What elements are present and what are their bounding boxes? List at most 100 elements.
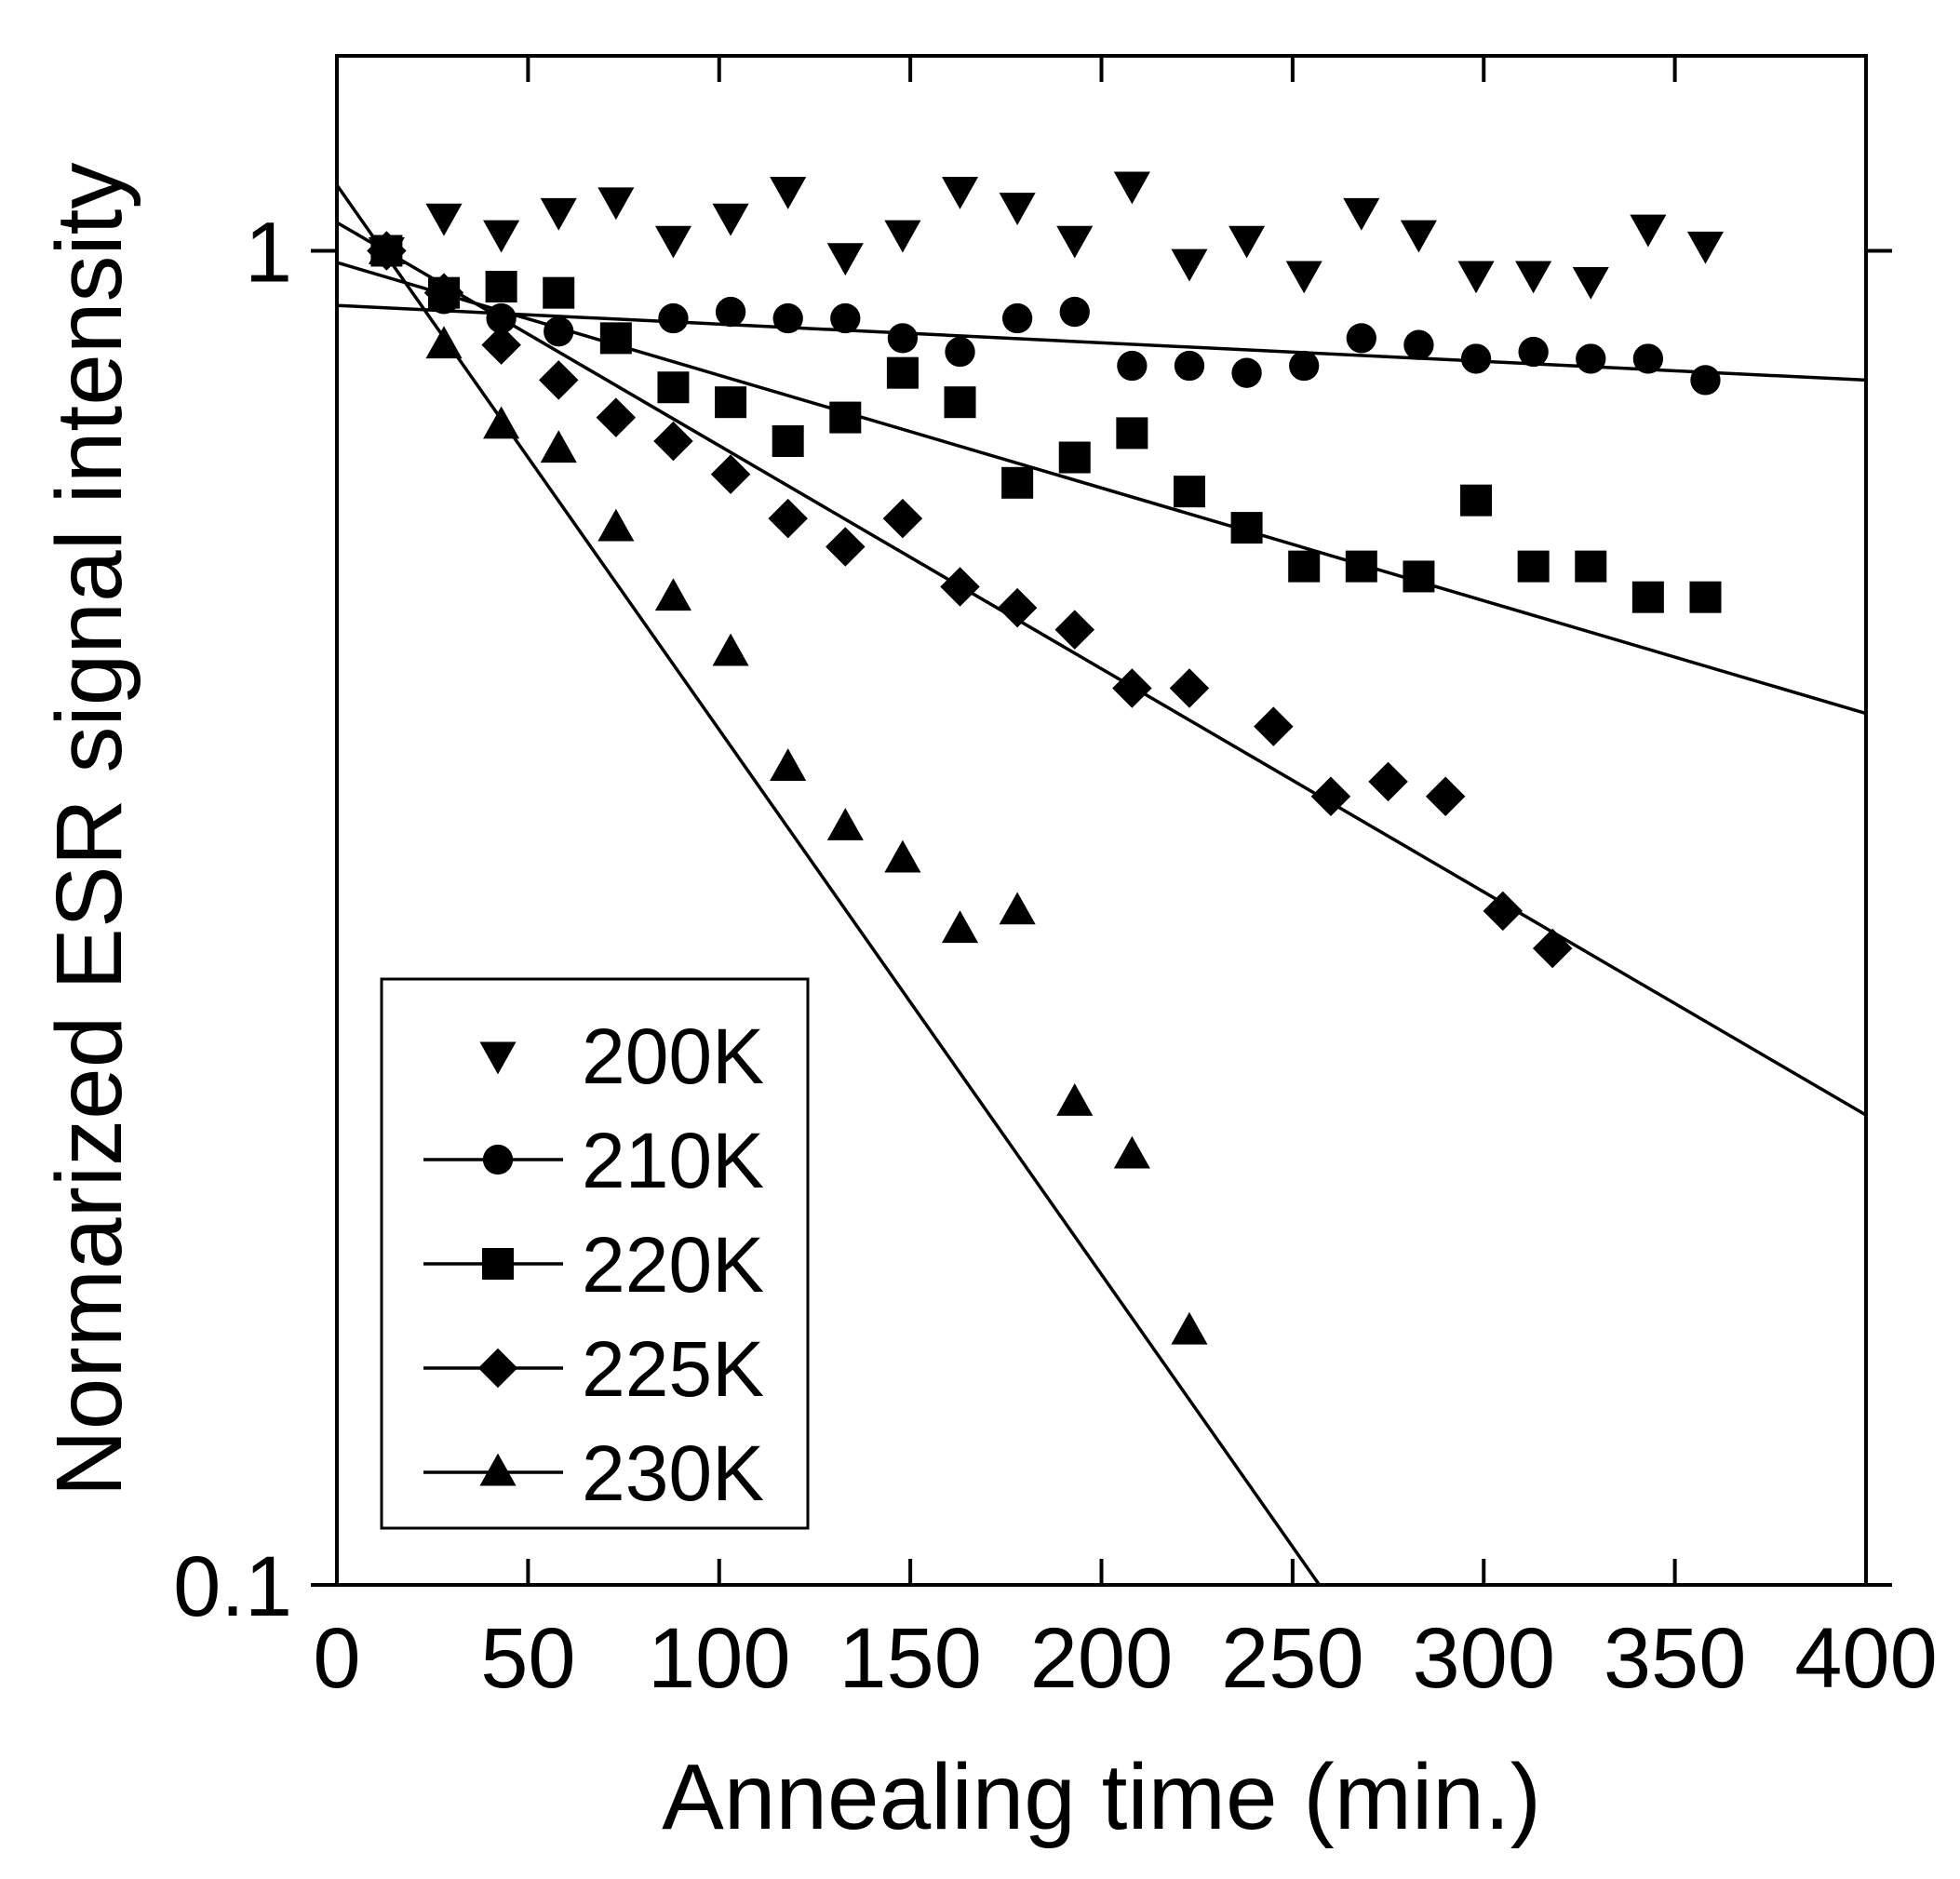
data-point-225K	[710, 454, 751, 494]
data-point-210K	[1117, 350, 1148, 382]
data-point-210K	[1346, 323, 1376, 354]
data-point-230K	[483, 406, 520, 439]
legend-marker-220K	[482, 1248, 514, 1280]
y-axis-ticks: 0.11	[173, 205, 1892, 1634]
data-point-220K	[1230, 512, 1263, 544]
legend-label-230K: 230K	[582, 1429, 764, 1517]
x-axis-title: Annealing time (min.)	[662, 1745, 1541, 1849]
fit-line-220K	[336, 261, 1867, 716]
legend-marker-200K	[479, 1041, 517, 1075]
data-point-220K	[829, 401, 862, 434]
data-point-220K	[599, 322, 632, 355]
data-point-210K	[544, 316, 574, 347]
data-point-200K	[1400, 220, 1437, 253]
x-tick-label: 300	[1413, 1611, 1556, 1706]
data-point-220K	[1173, 476, 1205, 508]
data-point-230K	[654, 578, 692, 611]
data-point-200K	[712, 203, 749, 236]
data-point-210K	[1174, 350, 1205, 382]
data-point-220K	[485, 270, 517, 302]
x-tick-label: 400	[1794, 1611, 1938, 1706]
data-point-225K	[1169, 668, 1210, 708]
data-point-225K	[1532, 928, 1573, 969]
data-point-225K	[423, 273, 464, 313]
x-tick-label: 100	[648, 1611, 791, 1706]
data-point-210K	[1289, 350, 1320, 382]
data-point-220K	[944, 386, 976, 419]
data-point-230K	[999, 892, 1036, 925]
data-point-220K	[715, 386, 747, 419]
data-point-230K	[712, 633, 749, 666]
data-point-220K	[1689, 581, 1722, 613]
legend-label-200K: 200K	[582, 1013, 764, 1100]
data-point-225K	[653, 421, 693, 462]
data-point-210K	[486, 302, 517, 334]
data-point-210K	[1231, 357, 1262, 388]
data-point-220K	[1345, 550, 1377, 583]
fit-line-210K	[336, 303, 1867, 383]
x-axis-ticks: 0 50 100 150 200 250 300 350 400	[313, 56, 1938, 1706]
data-point-210K	[1059, 296, 1090, 328]
data-point-220K	[1001, 466, 1034, 499]
data-point-230K	[941, 910, 979, 944]
data-point-230K	[597, 508, 635, 542]
data-point-210K	[887, 323, 919, 354]
x-tick-label: 250	[1221, 1611, 1364, 1706]
data-point-210K	[1690, 365, 1721, 396]
data-point-220K	[1460, 484, 1493, 517]
data-point-225K	[1425, 776, 1466, 816]
legend-label-210K: 210K	[582, 1117, 764, 1204]
data-point-220K	[772, 424, 804, 457]
data-point-225K	[596, 397, 637, 437]
data-point-220K	[1517, 550, 1550, 583]
data-point-200K	[826, 243, 864, 276]
y-tick-label: 1	[245, 205, 292, 300]
data-point-220K	[1403, 560, 1435, 593]
data-point-225K	[538, 360, 579, 400]
data-point-210K	[1632, 343, 1664, 374]
data-point-210K	[658, 302, 689, 334]
data-point-200K	[1572, 266, 1609, 300]
data-point-200K	[1686, 231, 1725, 264]
data-point-210K	[1403, 329, 1434, 360]
data-point-210K	[1518, 336, 1549, 368]
data-point-200K	[1630, 214, 1667, 248]
y-axis-title: Normarized ESR signal intensity	[37, 163, 141, 1497]
data-point-200K	[1343, 197, 1380, 231]
data-point-225K	[1054, 610, 1094, 650]
data-point-210K	[945, 336, 975, 368]
x-tick-label: 50	[480, 1611, 575, 1706]
data-point-225K	[1112, 668, 1152, 708]
x-tick-label: 0	[313, 1611, 360, 1706]
data-point-210K	[1001, 302, 1033, 334]
data-point-230K	[368, 232, 405, 264]
data-point-225K	[1483, 891, 1524, 932]
data-point-200K	[941, 177, 979, 209]
legend: 200K 210K 220K 225K 230K	[380, 977, 810, 1530]
data-point-230K	[540, 430, 577, 463]
data-point-200K	[597, 187, 635, 221]
legend-marker-210K	[482, 1144, 514, 1175]
x-tick-label: 350	[1604, 1611, 1747, 1706]
data-point-230K	[425, 326, 463, 359]
data-point-220K	[1575, 550, 1607, 583]
data-point-230K	[884, 839, 921, 873]
data-point-230K	[1056, 1083, 1094, 1116]
legend-box	[380, 977, 810, 1530]
data-point-210K	[1460, 343, 1492, 374]
data-point-210K	[1576, 343, 1606, 374]
data-point-225K	[882, 498, 923, 539]
x-tick-label: 200	[1030, 1611, 1174, 1706]
data-point-200K	[1056, 225, 1094, 259]
legend-marker-230K	[479, 1453, 517, 1486]
data-point-200K	[1171, 248, 1208, 282]
data-point-225K	[1254, 706, 1294, 746]
data-point-225K	[481, 325, 521, 365]
data-point-200K	[425, 203, 463, 236]
legend-label-225K: 225K	[582, 1325, 764, 1413]
data-point-220K	[1288, 550, 1321, 583]
data-point-220K	[1631, 581, 1664, 613]
data-point-220K	[543, 276, 575, 309]
data-point-210K	[830, 302, 861, 334]
